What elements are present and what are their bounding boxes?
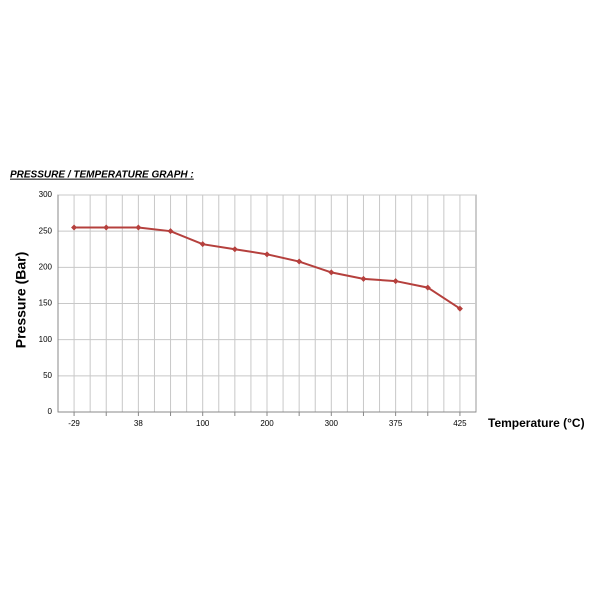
data-point: [264, 251, 270, 258]
data-point: [392, 278, 399, 285]
chart-title: PRESSURE / TEMPERATURE GRAPH :: [10, 170, 194, 181]
data-point: [328, 269, 335, 276]
data-point: [199, 241, 206, 248]
data-point: [231, 246, 238, 253]
data-point: [456, 305, 463, 312]
x-tick-label: 375: [389, 419, 403, 428]
x-tick-label: 38: [134, 419, 143, 428]
y-tick-label: 300: [39, 190, 53, 199]
data-point: [424, 284, 431, 291]
x-tick-label: 425: [453, 419, 467, 428]
y-tick-label: 50: [43, 371, 52, 380]
data-point: [296, 258, 303, 265]
data-point: [103, 224, 110, 231]
data-point: [167, 228, 174, 235]
x-tick-label: 100: [196, 419, 210, 428]
y-tick-label: 100: [39, 335, 53, 344]
data-point: [135, 224, 142, 231]
y-tick-label: 250: [39, 226, 53, 235]
x-tick-label: 200: [260, 419, 274, 428]
data-point: [360, 275, 367, 282]
y-axis-label: Pressure (Bar): [13, 252, 29, 349]
data-point: [71, 224, 78, 231]
y-tick-label: 150: [39, 299, 53, 308]
y-tick-label: 0: [48, 407, 53, 416]
y-tick-label: 200: [39, 262, 53, 271]
x-axis-label: Temperature (°C): [488, 416, 585, 430]
x-tick-label: -29: [68, 419, 80, 428]
x-tick-label: 300: [325, 419, 339, 428]
